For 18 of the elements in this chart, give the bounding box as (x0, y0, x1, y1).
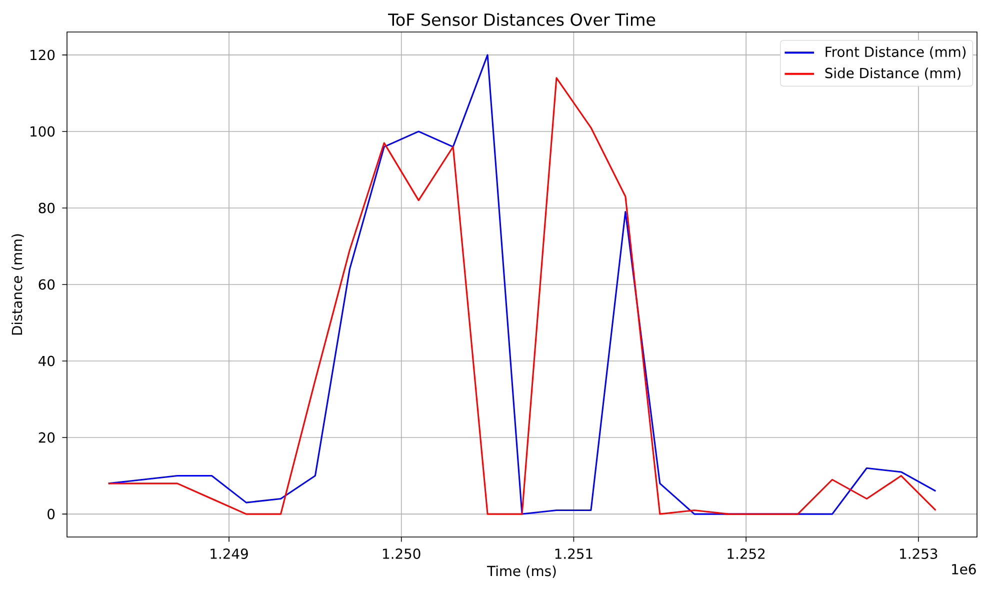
x-tick-label: 1.253 (900, 548, 938, 559)
x-tick-label: 1.251 (555, 548, 592, 559)
y-tick-label: 100 (30, 126, 55, 137)
chart-title: ToF Sensor Distances Over Time (388, 13, 656, 26)
y-tick-label: 20 (38, 432, 55, 443)
y-tick-label: 80 (38, 202, 55, 214)
x-tick-label: 1.250 (383, 548, 420, 559)
legend-label: Front Distance (mm) (826, 46, 966, 59)
x-tick-label: 1.249 (210, 548, 248, 559)
y-tick-label: 60 (38, 279, 55, 290)
y-tick-label: 120 (30, 50, 55, 60)
y-tick-label: 40 (38, 356, 55, 366)
y-tick-label: 0 (48, 508, 55, 520)
x-axis-title: Time (ms) (487, 565, 556, 578)
text: 1e6 (952, 564, 976, 574)
x-tick-label: 1.252 (728, 548, 765, 559)
legend-label: Side Distance (mm) (825, 68, 960, 80)
y-axis-title: Distance (mm) (12, 234, 24, 335)
